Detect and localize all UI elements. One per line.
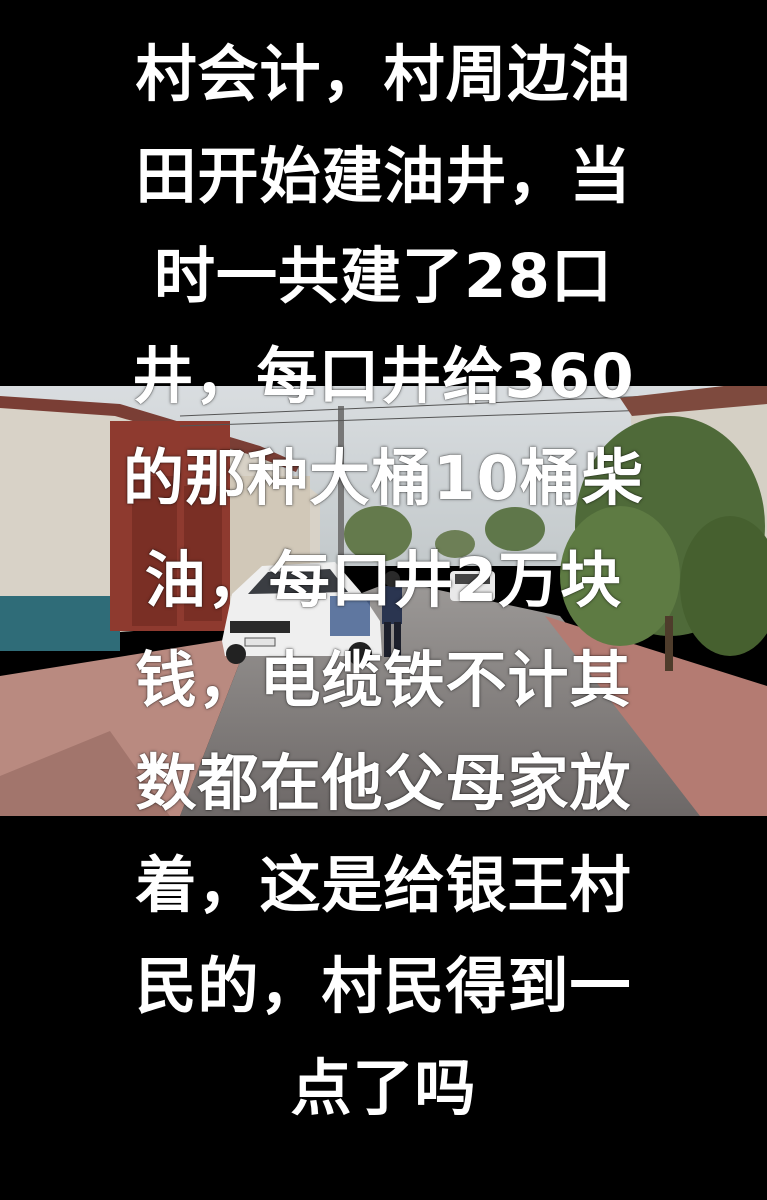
right-tree <box>560 416 767 671</box>
person <box>382 571 402 657</box>
caption-line: 村会计，村周边油 <box>135 39 632 110</box>
caption-line: 时一共建了28口 <box>154 241 613 312</box>
left-house-roof-edge <box>0 396 300 472</box>
gate-door-right <box>184 486 222 621</box>
utility-pole <box>338 406 344 596</box>
white-suv <box>222 562 382 666</box>
distant-car <box>450 571 495 601</box>
gate-door <box>132 476 177 626</box>
caption-line: 点了吗 <box>290 1053 477 1124</box>
caption-line: 田开始建油井，当 <box>135 141 632 212</box>
caption-line: 民的，村民得到一 <box>135 951 632 1022</box>
street-scene-photo <box>0 386 767 816</box>
blue-tiled-base <box>0 596 120 651</box>
right-house-roof <box>620 386 767 416</box>
distant-trees <box>344 506 545 562</box>
caption-line: 着，这是给银王村 <box>135 850 632 921</box>
right-sidewalk <box>545 616 767 816</box>
